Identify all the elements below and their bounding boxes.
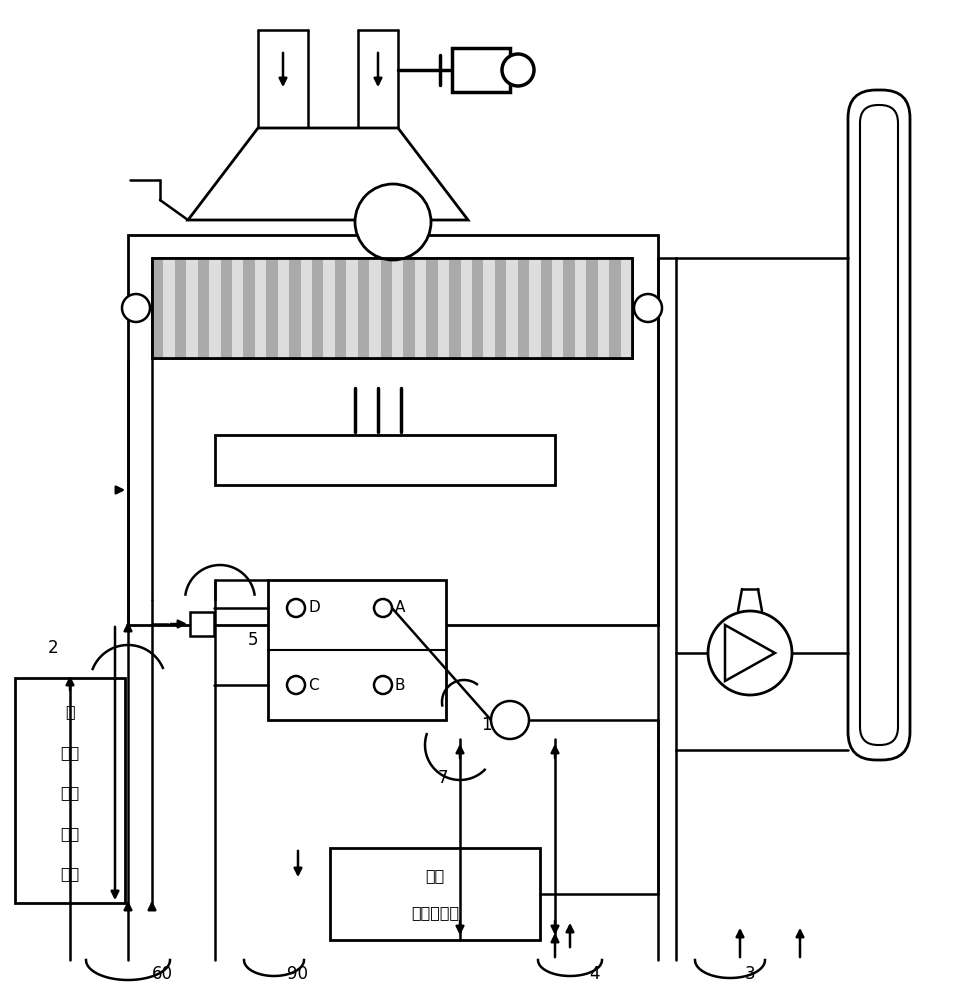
Text: 热水需求检: 热水需求检 [411,906,459,920]
FancyBboxPatch shape [848,90,910,760]
Bar [506,258,518,358]
Text: A: A [395,600,406,615]
Bar [438,258,449,358]
Bar [449,258,461,358]
Text: 采暖: 采暖 [61,866,80,881]
Bar [198,258,209,358]
Bar [266,258,278,358]
Text: D: D [308,600,320,615]
Bar [278,258,289,358]
Text: 2: 2 [47,639,58,657]
Bar [152,258,632,358]
Bar [215,435,555,485]
Bar [346,258,358,358]
Text: C: C [308,678,319,692]
Bar [483,258,495,358]
Text: 1: 1 [481,716,492,734]
Circle shape [287,676,305,694]
Bar [392,258,403,358]
Bar [552,258,563,358]
Bar [518,258,529,358]
Bar [415,258,426,358]
Bar [324,258,335,358]
Bar [495,258,506,358]
Text: 热水: 热水 [61,826,80,841]
Bar [541,258,552,358]
Bar [358,258,369,358]
Circle shape [502,54,534,86]
Bar [529,258,541,358]
Bar [598,258,609,358]
Text: 5: 5 [248,631,258,649]
Bar [128,235,658,625]
Bar [221,258,232,358]
Bar [164,258,174,358]
Bar [312,258,324,358]
Bar [452,48,510,92]
Bar [575,258,586,358]
Bar [244,258,254,358]
Bar [330,848,540,940]
Bar [190,612,214,636]
Bar [381,258,392,358]
Text: 测器: 测器 [425,868,444,884]
Text: 検测: 検测 [61,745,80,760]
Text: 3: 3 [744,965,756,983]
Text: 4: 4 [590,965,601,983]
Bar [472,258,483,358]
Text: 状况: 状况 [61,785,80,800]
Bar [426,258,438,358]
Bar [369,258,381,358]
Bar [563,258,575,358]
Circle shape [708,611,792,695]
Bar [621,258,632,358]
Bar [15,678,125,903]
Circle shape [374,599,392,617]
Circle shape [491,701,529,739]
FancyBboxPatch shape [860,105,898,745]
Text: 7: 7 [438,769,448,787]
Text: B: B [395,678,406,692]
Text: 90: 90 [287,965,308,983]
Bar [209,258,221,358]
Polygon shape [188,128,468,220]
Text: 60: 60 [151,965,173,983]
Bar [254,258,266,358]
Bar [152,258,632,358]
Circle shape [122,294,150,322]
Bar [186,258,198,358]
Bar [335,258,346,358]
Circle shape [355,184,431,260]
Text: 器: 器 [66,704,75,719]
Circle shape [374,676,392,694]
Bar [174,258,186,358]
Bar [609,258,621,358]
Circle shape [634,294,662,322]
Bar [152,258,164,358]
Bar [461,258,472,358]
Bar [403,258,415,358]
Bar [268,580,446,720]
Bar [289,258,301,358]
Bar [232,258,244,358]
Bar [301,258,312,358]
Bar [586,258,598,358]
Circle shape [287,599,305,617]
